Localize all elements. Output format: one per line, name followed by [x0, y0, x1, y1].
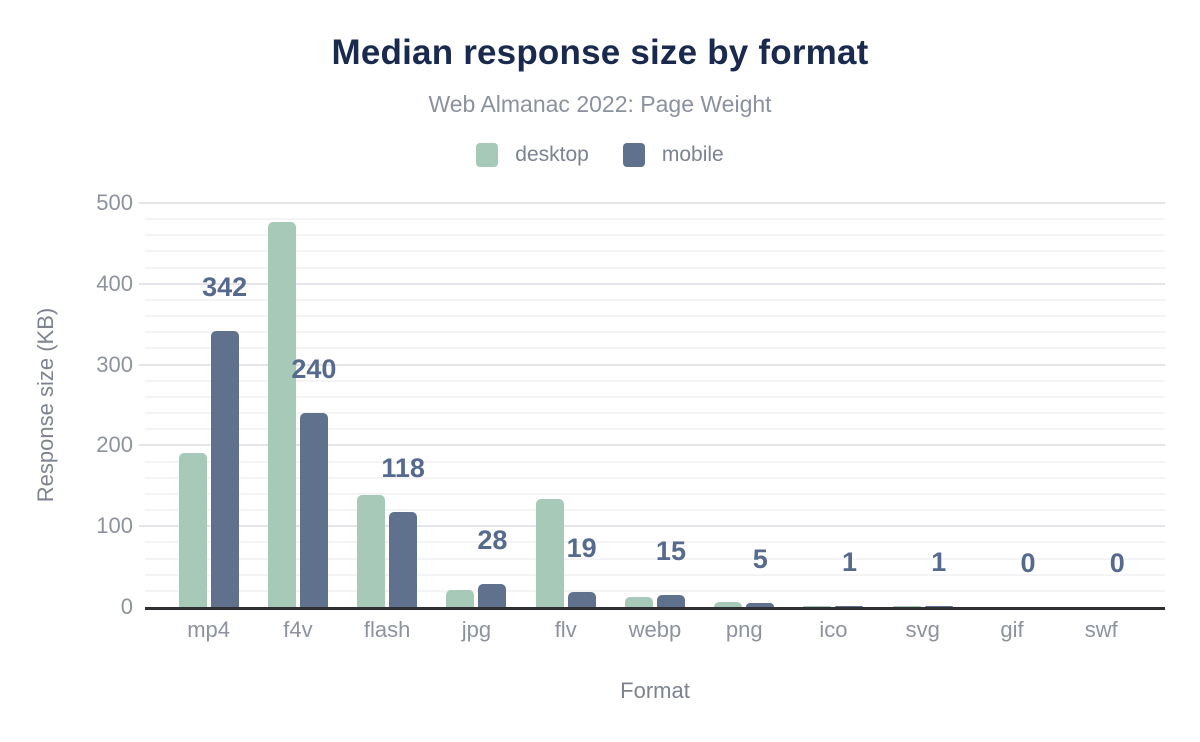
major-gridline-400: [139, 282, 1165, 285]
bar-mobile-png[interactable]: [746, 602, 775, 607]
x-tick-label-ico: ico: [819, 617, 848, 642]
legend-swatch-desktop-icon: [476, 143, 499, 167]
x-tick-label-png: png: [725, 617, 763, 642]
bar-group-svg: 1: [878, 203, 967, 607]
data-label-svg: 1: [931, 547, 947, 578]
legend-swatch-mobile-icon: [622, 143, 645, 167]
y-tick-label-100: 100: [96, 513, 133, 539]
bar-desktop-flash[interactable]: [357, 494, 386, 607]
bar-desktop-f4v[interactable]: [267, 221, 296, 607]
data-label-jpg: 28: [477, 525, 508, 556]
major-gridline-300: [139, 363, 1165, 366]
major-gridline-100: [139, 525, 1165, 528]
legend-label-mobile: mobile: [661, 143, 724, 166]
minor-gridline-420: [145, 266, 1165, 269]
major-gridline-200: [139, 444, 1165, 447]
y-tick-label-300: 300: [96, 351, 133, 377]
minor-gridline-140: [145, 492, 1165, 495]
minor-gridline-180: [145, 460, 1165, 463]
bar-desktop-png[interactable]: [714, 602, 743, 607]
legend-item-desktop: desktop: [476, 143, 589, 167]
x-axis-tick-labels: mp4 f4v flash jpg flv webp png ico svg gif swf: [145, 617, 1165, 643]
x-axis-title: Format: [620, 678, 690, 703]
minor-gridline-440: [145, 250, 1165, 253]
y-axis-tick-labels: 0 100 200 300 400 500: [0, 192, 133, 618]
bar-desktop-ico[interactable]: [803, 606, 832, 607]
bar-mobile-flash[interactable]: [389, 511, 418, 607]
data-label-png: 5: [752, 543, 768, 574]
bar-desktop-webp[interactable]: [624, 597, 653, 607]
bar-group-jpg: 28: [432, 203, 521, 607]
bar-desktop-svg[interactable]: [892, 606, 921, 607]
data-label-webp: 15: [655, 535, 686, 566]
minor-gridline-260: [145, 395, 1165, 398]
x-tick-label-mp4: mp4: [187, 617, 231, 642]
data-label-ico: 1: [841, 547, 857, 578]
bar-group-png: 5: [700, 203, 789, 607]
minor-gridline-320: [145, 347, 1165, 350]
x-tick-label-gif: gif: [1000, 617, 1024, 642]
minor-gridline-160: [145, 476, 1165, 479]
bar-mobile-ico[interactable]: [835, 606, 864, 607]
bar-mobile-mp4[interactable]: [210, 330, 239, 607]
bar-group-webp: 15: [610, 203, 699, 607]
minor-gridline-240: [145, 412, 1165, 415]
bar-group-f4v: 240: [253, 203, 342, 607]
minor-gridline-380: [145, 298, 1165, 301]
data-label-gif: 0: [1020, 548, 1036, 578]
data-label-f4v: 240: [291, 354, 337, 385]
minor-gridline-280: [145, 379, 1165, 382]
minor-gridline-60: [145, 557, 1165, 560]
legend-item-mobile: mobile: [622, 143, 724, 167]
minor-gridline-480: [145, 218, 1165, 221]
x-tick-label-webp: webp: [628, 617, 682, 642]
bar-groups: 342 240 118 28 19 15 5 1 1 0 0: [145, 203, 1165, 607]
bar-desktop-mp4[interactable]: [178, 453, 207, 607]
minor-gridline-120: [145, 509, 1165, 512]
bar-group-swf: 0: [1057, 203, 1146, 607]
data-label-flash: 118: [381, 452, 425, 483]
minor-gridline-220: [145, 428, 1165, 431]
y-tick-label-500: 500: [96, 190, 133, 215]
bar-group-gif: 0: [967, 203, 1056, 607]
x-tick-label-f4v: f4v: [283, 617, 313, 642]
y-tick-label-400: 400: [96, 270, 133, 296]
bar-desktop-jpg[interactable]: [446, 590, 475, 607]
legend-label-desktop: desktop: [515, 143, 589, 166]
minor-gridline-20: [145, 589, 1165, 592]
bar-desktop-flv[interactable]: [535, 498, 564, 607]
y-tick-label-0: 0: [120, 594, 133, 619]
minor-gridline-80: [145, 541, 1165, 544]
minor-gridline-360: [145, 315, 1165, 318]
plot-area: 342 240 118 28 19 15 5 1 1 0 0: [139, 202, 1165, 610]
x-tick-label-flv: flv: [554, 617, 577, 642]
bar-group-mp4: 342: [164, 203, 253, 607]
x-tick-label-svg: svg: [905, 617, 940, 642]
bar-group-ico: 1: [789, 203, 878, 607]
bar-mobile-flv[interactable]: [567, 591, 596, 607]
bar-mobile-jpg[interactable]: [478, 584, 507, 607]
bar-mobile-webp[interactable]: [656, 594, 685, 607]
chart-title: Median response size by format: [331, 33, 869, 72]
minor-gridline-340: [145, 331, 1165, 334]
chart-subtitle: Web Almanac 2022: Page Weight: [428, 91, 772, 117]
minor-gridline-40: [145, 573, 1165, 576]
minor-gridline-460: [145, 234, 1165, 237]
data-label-swf: 0: [1109, 548, 1125, 578]
major-gridline-500: [139, 202, 1165, 204]
data-label-mp4: 342: [202, 271, 248, 302]
data-label-flv: 19: [566, 532, 597, 563]
y-tick-label-200: 200: [96, 432, 133, 458]
legend: desktop mobile: [0, 143, 1200, 167]
x-tick-label-flash: flash: [363, 617, 411, 642]
x-tick-label-jpg: jpg: [461, 617, 492, 642]
bar-group-flv: 19: [521, 203, 610, 607]
bar-group-flash: 118: [343, 203, 432, 607]
bar-mobile-f4v[interactable]: [299, 413, 328, 607]
x-tick-label-swf: swf: [1084, 617, 1118, 642]
bar-mobile-svg[interactable]: [924, 606, 953, 607]
